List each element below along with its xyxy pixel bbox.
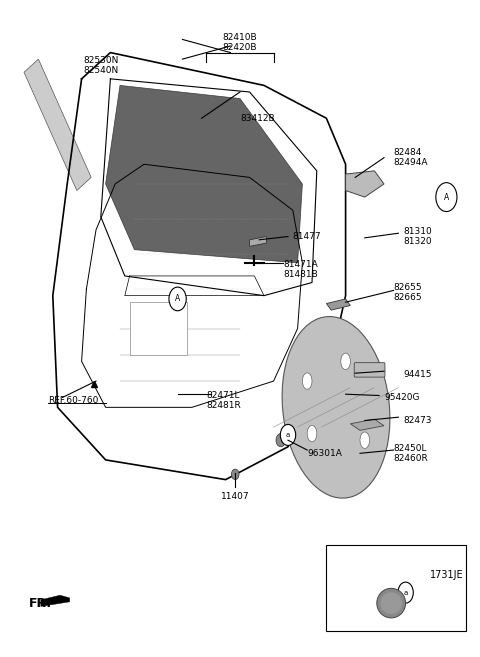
Text: 81477: 81477 <box>293 232 322 241</box>
FancyBboxPatch shape <box>130 302 187 355</box>
Text: 96301A: 96301A <box>307 449 342 458</box>
Polygon shape <box>24 59 91 191</box>
Text: REF.60-760: REF.60-760 <box>48 396 98 405</box>
Text: 94415: 94415 <box>403 370 432 379</box>
Text: 82484
82494A: 82484 82494A <box>394 148 428 168</box>
Circle shape <box>398 582 413 603</box>
Text: 82410B
82420B: 82410B 82420B <box>223 33 257 53</box>
Text: 82471L
82481R: 82471L 82481R <box>206 391 241 411</box>
Text: a: a <box>404 589 408 596</box>
FancyBboxPatch shape <box>326 545 466 631</box>
Text: 82655
82665: 82655 82665 <box>394 283 422 302</box>
FancyBboxPatch shape <box>354 363 385 377</box>
Text: A: A <box>175 294 180 304</box>
Text: 95420G: 95420G <box>384 393 420 402</box>
Ellipse shape <box>302 373 312 389</box>
Text: FR.: FR. <box>29 597 52 610</box>
Text: 81310
81320: 81310 81320 <box>403 227 432 246</box>
Text: a: a <box>404 589 408 596</box>
Text: 11407: 11407 <box>221 491 250 501</box>
Ellipse shape <box>377 589 406 618</box>
Circle shape <box>276 434 286 447</box>
Polygon shape <box>346 171 384 197</box>
Ellipse shape <box>380 593 402 614</box>
Text: 82530N
82540N: 82530N 82540N <box>83 56 119 76</box>
Circle shape <box>436 183 457 212</box>
Polygon shape <box>250 237 266 246</box>
Polygon shape <box>41 595 70 606</box>
Circle shape <box>280 424 296 445</box>
Text: 81471A
81481B: 81471A 81481B <box>283 260 318 279</box>
Circle shape <box>231 469 239 480</box>
Text: a: a <box>286 432 290 438</box>
Text: 82473: 82473 <box>403 416 432 425</box>
Polygon shape <box>350 419 384 430</box>
Text: A: A <box>444 193 449 202</box>
Ellipse shape <box>282 317 390 498</box>
Polygon shape <box>326 299 350 310</box>
Ellipse shape <box>360 432 370 448</box>
Text: 1731JE: 1731JE <box>430 570 463 580</box>
Circle shape <box>169 287 186 311</box>
Polygon shape <box>106 85 302 263</box>
Text: 83412B: 83412B <box>240 114 275 123</box>
Text: 82450L
82460R: 82450L 82460R <box>394 443 428 463</box>
Ellipse shape <box>341 353 350 369</box>
Ellipse shape <box>307 426 317 442</box>
Circle shape <box>398 582 413 603</box>
